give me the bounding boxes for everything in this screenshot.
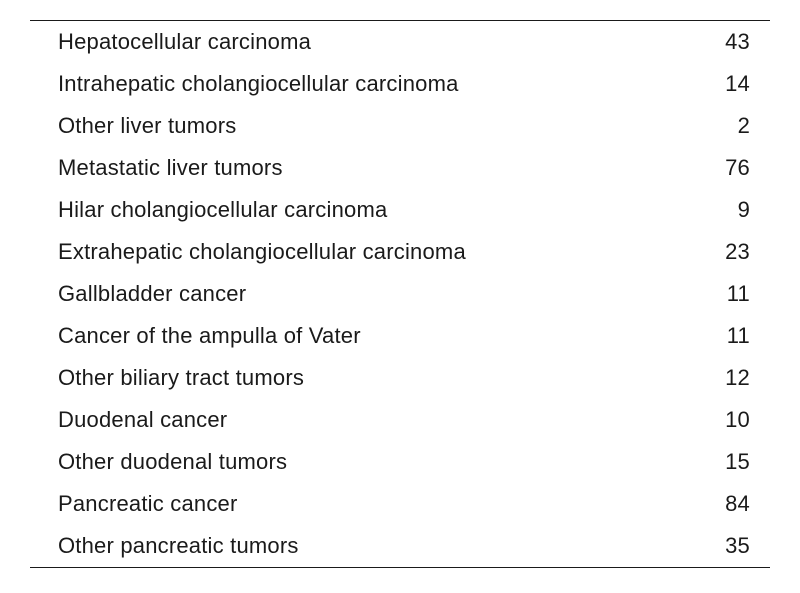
table-row: Hepatocellular carcinoma 43 — [30, 21, 770, 63]
row-value: 9 — [700, 197, 750, 223]
table-row: Gallbladder cancer 11 — [30, 273, 770, 315]
row-label: Metastatic liver tumors — [58, 155, 700, 181]
row-value: 14 — [700, 71, 750, 97]
row-label: Hilar cholangiocellular carcinoma — [58, 197, 700, 223]
table-row: Hilar cholangiocellular carcinoma 9 — [30, 189, 770, 231]
row-value: 12 — [700, 365, 750, 391]
row-label: Gallbladder cancer — [58, 281, 700, 307]
row-label: Intrahepatic cholangiocellular carcinoma — [58, 71, 700, 97]
row-value: 11 — [700, 281, 750, 307]
row-value: 10 — [700, 407, 750, 433]
table-row: Duodenal cancer 10 — [30, 399, 770, 441]
table-row: Extrahepatic cholangiocellular carcinoma… — [30, 231, 770, 273]
row-value: 35 — [700, 533, 750, 559]
row-label: Other pancreatic tumors — [58, 533, 700, 559]
table-row: Other liver tumors 2 — [30, 105, 770, 147]
row-label: Other duodenal tumors — [58, 449, 700, 475]
row-value: 43 — [700, 29, 750, 55]
row-value: 23 — [700, 239, 750, 265]
table-row: Other pancreatic tumors 35 — [30, 525, 770, 567]
row-label: Duodenal cancer — [58, 407, 700, 433]
row-label: Pancreatic cancer — [58, 491, 700, 517]
table-row: Metastatic liver tumors 76 — [30, 147, 770, 189]
tumor-count-table: Hepatocellular carcinoma 43 Intrahepatic… — [30, 20, 770, 568]
table-row: Cancer of the ampulla of Vater 11 — [30, 315, 770, 357]
row-label: Extrahepatic cholangiocellular carcinoma — [58, 239, 700, 265]
table-row: Other biliary tract tumors 12 — [30, 357, 770, 399]
row-label: Hepatocellular carcinoma — [58, 29, 700, 55]
row-value: 15 — [700, 449, 750, 475]
table-row: Intrahepatic cholangiocellular carcinoma… — [30, 63, 770, 105]
row-value: 2 — [700, 113, 750, 139]
table-row: Pancreatic cancer 84 — [30, 483, 770, 525]
row-value: 84 — [700, 491, 750, 517]
table-row: Other duodenal tumors 15 — [30, 441, 770, 483]
row-label: Other biliary tract tumors — [58, 365, 700, 391]
row-value: 11 — [700, 323, 750, 349]
row-label: Cancer of the ampulla of Vater — [58, 323, 700, 349]
row-value: 76 — [700, 155, 750, 181]
row-label: Other liver tumors — [58, 113, 700, 139]
